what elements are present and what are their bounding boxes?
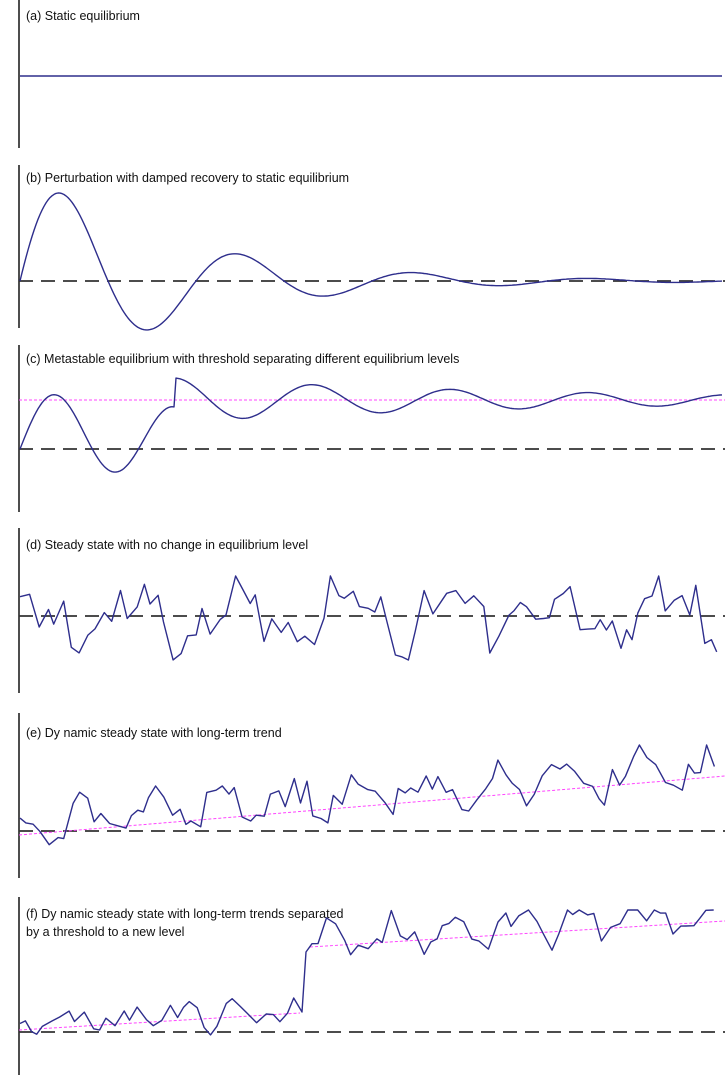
panel-e-caption: (e) Dy namic steady state with long-term… bbox=[26, 726, 282, 740]
panel-e-trend-line bbox=[18, 775, 725, 836]
panel-a-caption: (a) Static equilibrium bbox=[26, 9, 140, 23]
panel-f-caption-line-2: by a threshold to a new level bbox=[26, 925, 184, 939]
panel-c-caption: (c) Metastable equilibrium with threshol… bbox=[26, 352, 459, 366]
panel-f: (f) Dy namic steady state with long-term… bbox=[18, 897, 725, 1075]
panel-e: (e) Dy namic steady state with long-term… bbox=[18, 713, 725, 878]
panel-f-series-line bbox=[19, 909, 714, 1036]
panel-c-series-line bbox=[19, 377, 723, 473]
panel-e-series-line bbox=[19, 744, 716, 846]
panel-c: (c) Metastable equilibrium with threshol… bbox=[18, 345, 725, 512]
panel-a: (a) Static equilibrium bbox=[18, 0, 722, 148]
panel-b-caption: (b) Perturbation with damped recovery to… bbox=[26, 171, 349, 185]
panel-b-series-line bbox=[19, 192, 723, 331]
panel-d-caption: (d) Steady state with no change in equil… bbox=[26, 538, 308, 552]
panel-d-series-line bbox=[19, 575, 718, 661]
panel-f-upper-trend-line bbox=[309, 920, 725, 948]
panel-f-caption-line-1: (f) Dy namic steady state with long-term… bbox=[26, 907, 344, 921]
panel-d: (d) Steady state with no change in equil… bbox=[18, 528, 725, 693]
panel-b: (b) Perturbation with damped recovery to… bbox=[18, 165, 725, 331]
